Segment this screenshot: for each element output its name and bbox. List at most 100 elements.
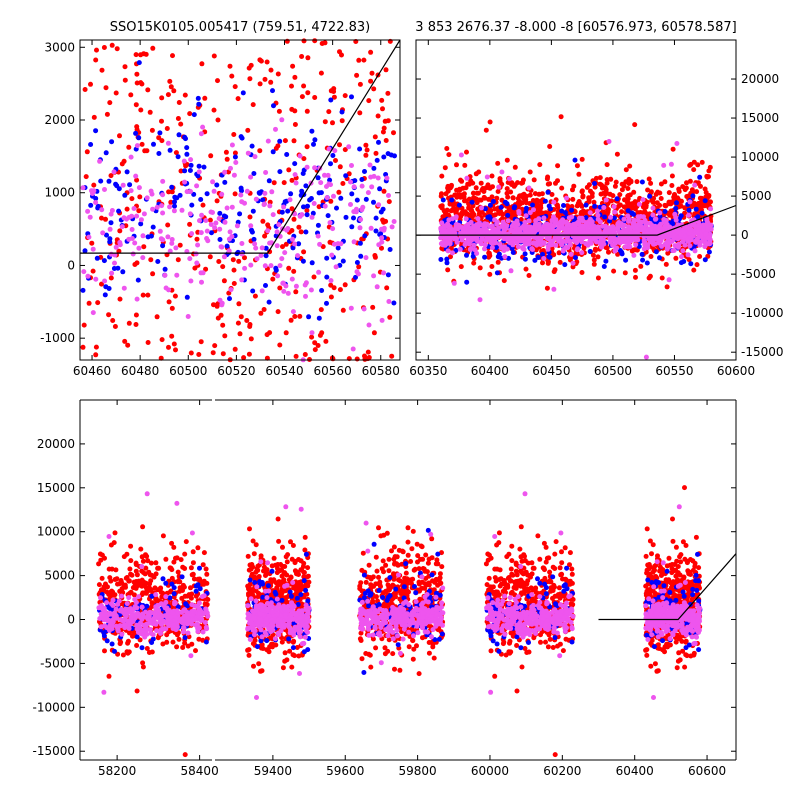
point-blue (456, 202, 462, 208)
panel-top-right-title: 3 853 2676.37 -8.000 -8 [60576.973, 6057… (415, 20, 736, 35)
point-blue (349, 191, 355, 197)
point-blue (644, 260, 650, 266)
point-blue (438, 257, 444, 262)
point-red (232, 150, 238, 156)
point-violet (681, 229, 687, 235)
point-violet (140, 255, 146, 261)
point-blue (189, 202, 195, 208)
point-red (232, 84, 238, 90)
point-blue (217, 210, 223, 216)
point-red (368, 49, 374, 55)
point-blue (312, 137, 318, 143)
point-blue (88, 202, 94, 208)
point-red (297, 313, 303, 319)
point-red (379, 97, 385, 103)
point-violet (229, 204, 235, 210)
point-violet (496, 225, 501, 231)
point-violet (281, 288, 287, 294)
point-violet (499, 169, 505, 175)
point-red (83, 174, 89, 180)
point-red (231, 281, 237, 286)
point-violet (113, 623, 119, 629)
point-red (201, 550, 207, 556)
point-blue (340, 258, 346, 264)
point-blue (102, 292, 108, 298)
point-violet (175, 610, 181, 616)
point-violet (705, 226, 711, 232)
point-violet (252, 154, 258, 160)
point-blue (351, 215, 356, 221)
point-red (662, 179, 668, 185)
point-red (203, 566, 209, 572)
point-red (149, 127, 155, 133)
point-red (114, 576, 120, 582)
panel-top-right: 3 853 2676.37 -8.000 -8 [60576.973, 6057… (409, 20, 783, 378)
point-red (200, 202, 206, 208)
point-violet (275, 273, 281, 279)
point-red (203, 266, 209, 272)
point-red (101, 45, 107, 50)
point-red (282, 138, 288, 144)
point-violet (348, 202, 353, 207)
point-violet (384, 175, 390, 181)
point-red (286, 167, 292, 173)
point-violet (536, 216, 542, 222)
point-red (664, 284, 670, 290)
point-blue (184, 145, 190, 151)
point-red (133, 562, 139, 568)
point-red (158, 585, 164, 591)
point-red (276, 538, 282, 544)
point-violet (579, 250, 585, 256)
point-blue (354, 197, 360, 203)
point-violet (353, 209, 359, 215)
point-blue (150, 224, 156, 230)
point-red (171, 559, 177, 565)
point-red (292, 108, 298, 114)
point-violet (367, 162, 373, 168)
x-tick-label: 60480 (121, 364, 159, 378)
point-red (312, 347, 318, 353)
point-red (126, 649, 132, 655)
point-violet (522, 224, 528, 230)
point-violet (182, 179, 188, 185)
point-blue (296, 241, 302, 247)
point-red (199, 61, 205, 67)
point-red (537, 208, 543, 214)
point-violet (253, 245, 259, 251)
point-red (211, 53, 217, 59)
point-violet (115, 601, 121, 607)
point-violet (172, 601, 178, 607)
point-violet (281, 204, 287, 210)
point-red (627, 163, 633, 169)
point-red (107, 100, 113, 106)
point-red (591, 257, 597, 263)
point-violet (357, 225, 363, 231)
point-red (267, 199, 273, 205)
point-red (597, 175, 603, 181)
point-red (231, 132, 237, 137)
point-red (95, 300, 101, 306)
point-red (190, 560, 196, 566)
point-red (139, 141, 145, 147)
point-red (88, 81, 93, 87)
point-red (271, 180, 277, 186)
point-red (163, 556, 169, 562)
point-red (557, 259, 563, 265)
point-red (289, 206, 295, 212)
point-violet (139, 564, 145, 569)
point-blue (94, 255, 100, 261)
point-red (682, 205, 688, 211)
point-red (381, 188, 387, 194)
point-blue (303, 229, 309, 235)
point-red (145, 340, 151, 345)
point-violet (453, 215, 459, 221)
point-red (110, 318, 116, 323)
point-violet (219, 244, 225, 250)
point-violet (189, 530, 195, 536)
point-blue (673, 205, 679, 211)
point-red (613, 179, 619, 185)
point-red (214, 303, 220, 309)
point-violet (262, 190, 268, 196)
point-red (619, 209, 625, 215)
point-red (477, 265, 483, 271)
